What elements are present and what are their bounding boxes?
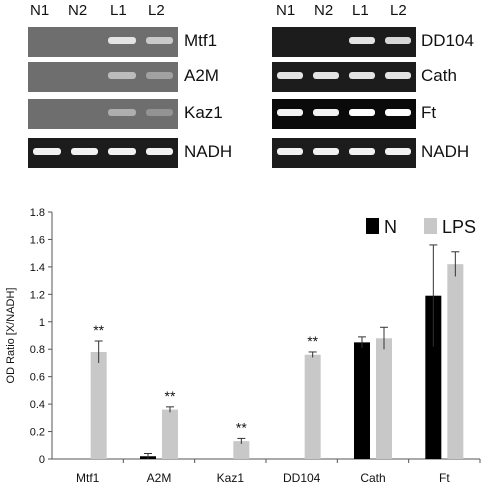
gel-band: [108, 148, 136, 155]
lane-label-n2: N2: [314, 2, 334, 19]
x-tick-label-ft: Ft: [439, 471, 450, 485]
gene-label-mtf1: Mtf1: [184, 31, 218, 50]
gel-row-nadh: [272, 138, 416, 168]
bar-n-ft: [425, 295, 442, 459]
y-tick-label: 0.8: [30, 344, 45, 356]
gel-band: [33, 148, 61, 155]
gel-band: [145, 37, 173, 44]
y-tick-label: 0.6: [30, 372, 45, 384]
gel-band: [313, 72, 339, 79]
gel-row-cath: [272, 62, 416, 92]
gene-label-kaz1: Kaz1: [184, 103, 223, 122]
legend-swatch-n: [366, 218, 379, 234]
gel-row-mtf1: [28, 27, 178, 57]
bar-lps-dd104: [304, 354, 321, 459]
gel-band: [70, 148, 98, 155]
gene-label-a2m: A2M: [184, 66, 219, 85]
bar-n-cath: [354, 342, 370, 459]
gene-label-cath: Cath: [421, 66, 457, 85]
lane-label-l1: L1: [352, 2, 369, 19]
gene-label-dd104: DD104: [421, 31, 474, 50]
bar-lps-mtf1: [90, 351, 107, 459]
gene-label-nadh: NADH: [184, 142, 233, 161]
y-tick-label: 1.8: [30, 207, 45, 219]
gel-band: [145, 72, 173, 79]
bar-lps-a2m: [162, 409, 178, 459]
y-tick-label: 1.2: [30, 289, 45, 301]
significance-label: **: [236, 419, 247, 435]
gel-band: [108, 109, 136, 116]
x-tick-label-a2m: A2M: [147, 471, 172, 485]
gel-band: [145, 109, 173, 116]
y-tick-label: 1.4: [30, 262, 45, 274]
significance-label: **: [93, 322, 104, 338]
gel-band: [349, 148, 375, 155]
lane-label-n2: N2: [68, 2, 88, 19]
lane-label-l1: L1: [110, 2, 127, 19]
gel-band: [313, 148, 339, 155]
x-tick-label-kaz1: Kaz1: [217, 471, 245, 485]
gel-band: [277, 109, 303, 116]
y-tick-label: 1.6: [30, 234, 45, 246]
x-tick-label-mtf1: Mtf1: [76, 471, 100, 485]
legend-label-lps: LPS: [442, 217, 476, 237]
y-axis-label: OD Ratio [X/NADH]: [5, 288, 17, 384]
gel-band: [349, 72, 375, 79]
y-tick-label: 0.4: [30, 399, 45, 411]
lane-label-l2: L2: [148, 2, 165, 19]
x-tick-label-dd104: DD104: [283, 471, 321, 485]
gene-label-nadh: NADH: [421, 142, 470, 161]
gel-band: [145, 148, 173, 155]
gel-band: [108, 72, 136, 79]
gel-row-nadh: [28, 138, 178, 168]
gel-row-a2m: [28, 62, 178, 92]
lane-label-n1: N1: [30, 2, 50, 19]
significance-label: **: [165, 388, 176, 404]
gel-row-dd104: [272, 27, 416, 57]
y-tick-label: 1: [39, 317, 45, 329]
gel-band: [385, 109, 411, 116]
legend-swatch-lps: [424, 218, 437, 234]
gel-band: [385, 37, 411, 44]
gel-band: [349, 37, 375, 44]
bar-lps-ft: [447, 264, 464, 459]
legend-label-n: N: [384, 217, 397, 237]
bar-lps-kaz1: [233, 441, 250, 459]
bar-lps-cath: [376, 338, 392, 459]
gel-band: [313, 109, 339, 116]
gel-band: [277, 72, 303, 79]
y-tick-label: 0: [39, 454, 45, 466]
lane-label-n1: N1: [276, 2, 296, 19]
gel-band: [349, 109, 375, 116]
gel-row-ft: [272, 99, 416, 129]
gel-row-kaz1: [28, 99, 178, 129]
x-tick-label-cath: Cath: [360, 471, 385, 485]
gel-band: [385, 72, 411, 79]
gel-band: [385, 148, 411, 155]
gene-label-ft: Ft: [421, 103, 437, 122]
gel-band: [277, 148, 303, 155]
y-tick-label: 0.2: [30, 427, 45, 439]
significance-label: **: [307, 333, 318, 349]
lane-label-l2: L2: [390, 2, 407, 19]
gel-band: [108, 37, 136, 44]
